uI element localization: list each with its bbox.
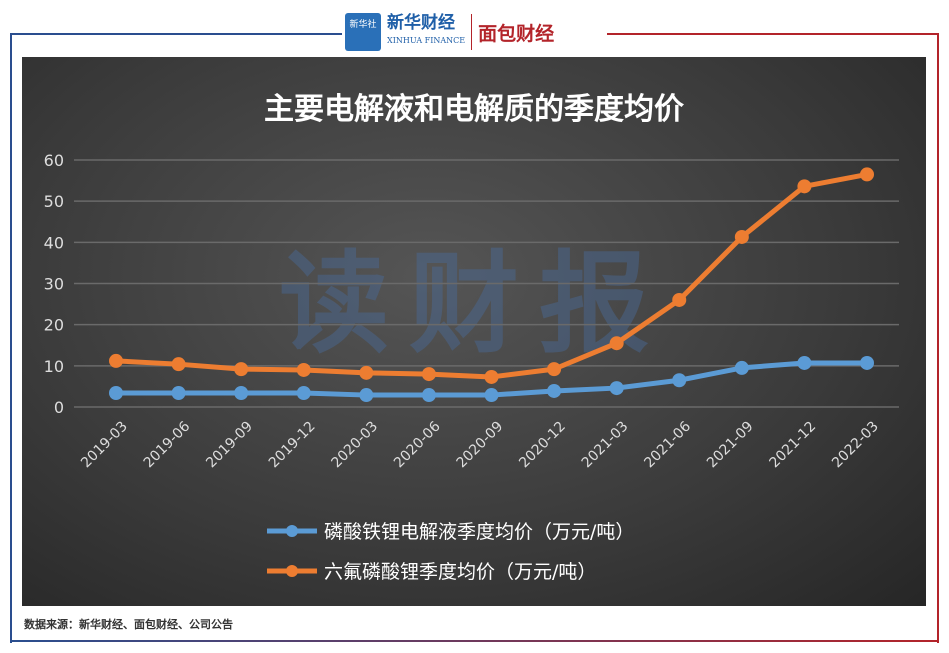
- data-point: [609, 381, 624, 396]
- data-point: [484, 388, 499, 403]
- data-point: [547, 383, 562, 398]
- legend-marker: [286, 525, 298, 537]
- x-tick-label: 2019-09: [203, 419, 256, 472]
- y-tick-label: 10: [44, 357, 64, 376]
- data-point: [609, 336, 624, 351]
- x-tick-label: 2019-12: [266, 419, 319, 472]
- x-tick-label: 2019-06: [141, 418, 194, 471]
- legend-marker: [286, 565, 298, 577]
- frame-left: [10, 33, 342, 643]
- data-point: [359, 365, 374, 380]
- data-point: [860, 167, 874, 182]
- data-point: [109, 353, 123, 368]
- watermark: 读财报: [279, 240, 669, 368]
- data-point: [797, 179, 812, 194]
- data-point: [484, 369, 499, 384]
- data-point: [171, 357, 186, 372]
- data-point: [734, 360, 749, 375]
- data-point: [672, 373, 687, 388]
- x-tick-label: 2021-06: [641, 418, 694, 471]
- data-point: [547, 362, 562, 377]
- y-tick-label: 0: [54, 398, 64, 417]
- data-point: [296, 362, 311, 377]
- xinhua-logo: 新华社: [345, 13, 381, 51]
- source-note: 数据来源：新华财经、面包财经、公司公告: [24, 618, 233, 631]
- y-tick-label: 30: [44, 275, 64, 294]
- data-point: [672, 292, 687, 307]
- frame-bottom: [10, 640, 939, 642]
- xinhua-finance-logo: 新华财经 XINHUA FINANCE: [387, 13, 466, 45]
- data-point: [860, 355, 874, 370]
- y-tick-label: 20: [44, 316, 64, 335]
- x-tick-label: 2020-12: [516, 419, 569, 472]
- data-point: [797, 355, 812, 370]
- x-tick-label: 2019-03: [78, 419, 131, 472]
- data-point: [234, 386, 249, 401]
- y-tick-label: 60: [44, 151, 64, 170]
- data-point: [109, 386, 123, 401]
- data-point: [296, 386, 311, 401]
- x-tick-label: 2020-06: [391, 418, 444, 471]
- data-point: [421, 367, 436, 382]
- header-logos: 新华社 新华财经 XINHUA FINANCE 面包财经: [345, 8, 607, 56]
- frame-right: [605, 33, 939, 643]
- data-point: [421, 388, 436, 403]
- y-tick-label: 50: [44, 192, 64, 211]
- legend-label: 磷酸铁锂电解液季度均价（万元/吨）: [324, 521, 634, 543]
- data-point: [734, 229, 749, 244]
- logo-divider: [471, 14, 473, 50]
- data-point: [234, 362, 249, 377]
- x-tick-label: 2020-03: [328, 419, 381, 472]
- x-tick-label: 2021-09: [704, 419, 757, 472]
- x-tick-label: 2020-09: [454, 419, 507, 472]
- legend-label: 六氟磷酸锂季度均价（万元/吨）: [324, 561, 596, 583]
- x-tick-label: 2021-12: [767, 419, 820, 472]
- chart-title: 主要电解液和电解质的季度均价: [264, 92, 684, 127]
- chart-panel: 主要电解液和电解质的季度均价 读财报 0 10 20 30 40 50 60 2019-03 201…: [22, 57, 926, 606]
- x-tick-label: 2021-03: [579, 419, 632, 472]
- x-tick-label: 2022-03: [829, 419, 882, 472]
- data-point: [359, 388, 374, 403]
- data-point: [171, 386, 186, 401]
- y-tick-label: 40: [44, 233, 64, 252]
- mianbao-logo: 面包财经: [478, 22, 555, 45]
